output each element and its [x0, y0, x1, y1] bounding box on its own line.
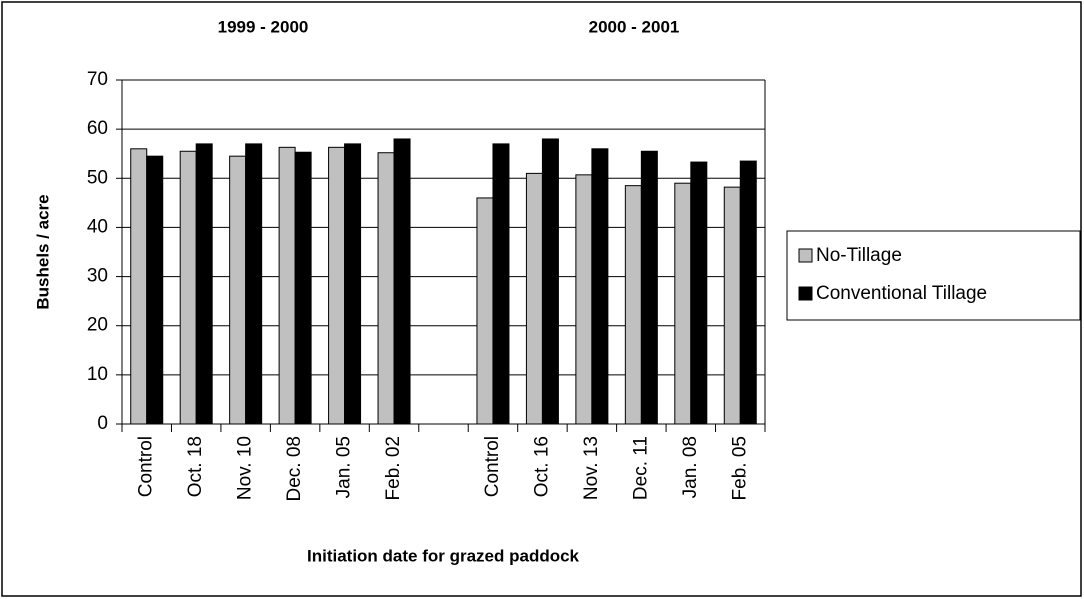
bar: [328, 146, 346, 425]
legend-swatch: [798, 286, 813, 301]
bar: [245, 143, 263, 425]
bar: [294, 151, 312, 425]
bar: [492, 143, 510, 425]
bar: [541, 138, 559, 425]
group-label: 1999 - 2000: [218, 17, 309, 36]
x-tick-label: Dec. 11: [630, 436, 651, 500]
x-tick-label: Jan. 08: [680, 436, 701, 498]
legend-label: No-Tillage: [816, 245, 902, 266]
bar: [624, 185, 642, 425]
y-tick-label: 60: [87, 118, 108, 139]
bar: [525, 172, 543, 425]
y-tick-label: 70: [87, 69, 108, 90]
bar: [195, 143, 213, 425]
x-axis-title: Initiation date for grazed paddock: [307, 546, 580, 565]
y-tick-label: 30: [87, 266, 108, 287]
bar: [723, 186, 741, 425]
x-tick-label: Feb. 05: [729, 436, 750, 500]
y-tick-label: 10: [87, 364, 108, 385]
x-tick-label: Jan. 05: [334, 436, 355, 498]
y-tick-label: 0: [97, 413, 108, 434]
bar: [575, 174, 593, 425]
legend-swatch: [798, 248, 813, 263]
bar: [229, 155, 247, 425]
x-tick-label: Nov. 10: [235, 436, 256, 500]
bar: [640, 150, 658, 425]
bar: [591, 148, 609, 425]
x-tick-label: Nov. 13: [581, 436, 602, 500]
bar: [393, 138, 411, 425]
bar: [739, 160, 757, 425]
y-axis-title: Bushels / acre: [33, 194, 52, 309]
group-label: 2000 - 2001: [589, 17, 680, 36]
bar: [278, 146, 296, 425]
y-tick-label: 50: [87, 167, 108, 188]
bar: [146, 155, 164, 425]
bar: [377, 152, 395, 425]
bar: [690, 161, 708, 425]
bar: [674, 182, 692, 425]
bar: [179, 150, 197, 425]
bar: [130, 148, 148, 425]
legend-box: [786, 230, 1081, 321]
y-tick-label: 40: [87, 216, 108, 237]
bar: [344, 143, 362, 425]
x-tick-label: Oct. 16: [531, 436, 552, 497]
x-tick-label: Feb. 02: [383, 436, 404, 500]
x-tick-label: Control: [482, 436, 503, 497]
x-tick-label: Control: [136, 436, 157, 497]
bar: [476, 197, 494, 425]
legend-label: Conventional Tillage: [816, 283, 987, 304]
x-tick-label: Dec. 08: [284, 436, 305, 501]
y-tick-label: 20: [87, 315, 108, 336]
x-tick-label: Oct. 18: [185, 436, 206, 497]
